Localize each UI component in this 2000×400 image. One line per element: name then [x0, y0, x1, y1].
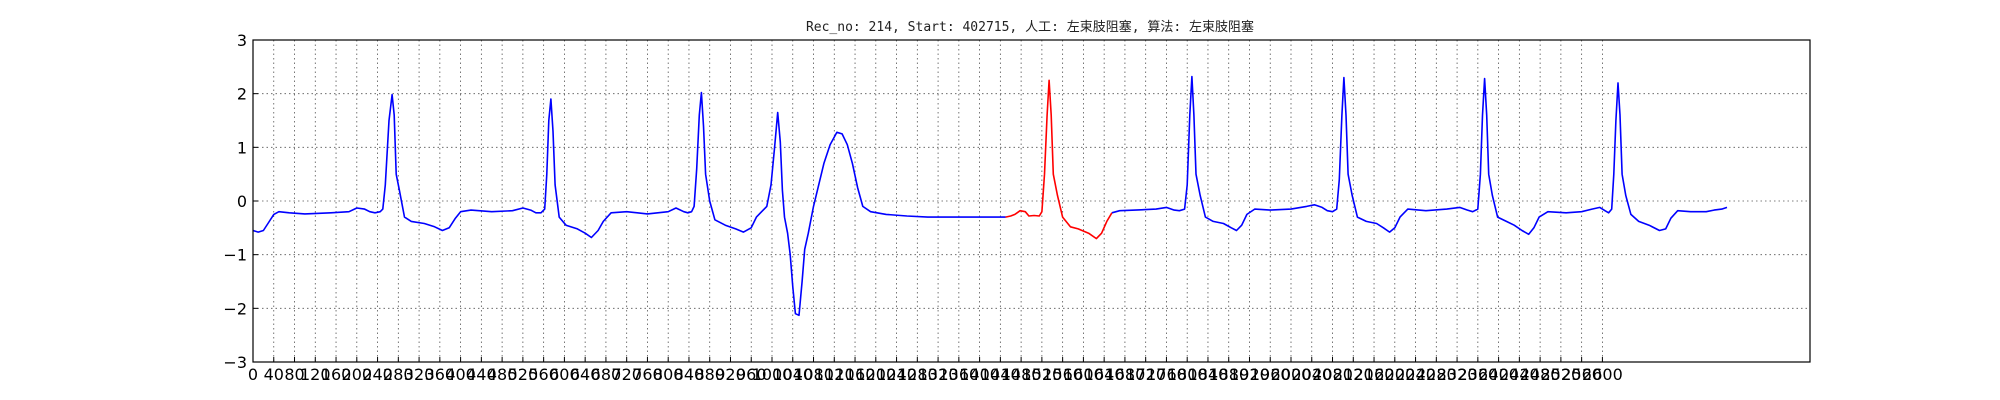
- x-tick-label: 0: [248, 365, 258, 384]
- x-tick-label: 2120: [1333, 365, 1374, 384]
- x-tick-label: 2080: [1312, 365, 1353, 384]
- x-tick-label: 1720: [1125, 365, 1166, 384]
- x-tick-label: 1880: [1208, 365, 1249, 384]
- y-tick-label: 0: [237, 192, 247, 211]
- x-tick-label: 1520: [1022, 365, 1063, 384]
- x-tick-label: 1480: [1001, 365, 1042, 384]
- x-tick-label: 1040: [772, 365, 813, 384]
- x-tick-label: 440: [466, 365, 497, 384]
- x-tick-label: 1080: [793, 365, 834, 384]
- x-tick-label: 1920: [1229, 365, 1270, 384]
- x-tick-label: 2040: [1291, 365, 1332, 384]
- x-tick-label: 720: [611, 365, 642, 384]
- x-tick-label: 1760: [1146, 365, 1187, 384]
- x-tick-label: 1400: [959, 365, 1000, 384]
- x-axis-ticks: 0 40 8012016020024028032036040044048052056…: [248, 357, 1623, 384]
- x-tick-label: 1640: [1084, 365, 1125, 384]
- x-tick-label: 1560: [1042, 365, 1083, 384]
- x-tick-label: 2440: [1499, 365, 1540, 384]
- x-tick-label: 280: [383, 365, 414, 384]
- y-tick-label: 3: [237, 31, 247, 50]
- x-tick-label: 400: [445, 365, 476, 384]
- x-tick-label: 2600: [1582, 365, 1623, 384]
- x-tick-label: 40: [264, 365, 284, 384]
- x-tick-label: 2400: [1478, 365, 1519, 384]
- x-tick-label: 320: [404, 365, 435, 384]
- x-tick-label: 1600: [1063, 365, 1104, 384]
- x-tick-label: 2160: [1354, 365, 1395, 384]
- x-tick-label: 960: [736, 365, 767, 384]
- ecg-series-line: [1005, 79, 1113, 240]
- x-tick-label: 560: [528, 365, 559, 384]
- x-tick-label: 2520: [1541, 365, 1582, 384]
- x-tick-label: 840: [674, 365, 705, 384]
- x-tick-label: 1960: [1250, 365, 1291, 384]
- x-tick-label: 2360: [1457, 365, 1498, 384]
- x-tick-label: 120: [300, 365, 331, 384]
- y-tick-label: −2: [223, 299, 247, 318]
- x-tick-label: 2280: [1416, 365, 1457, 384]
- y-tick-label: −1: [223, 246, 247, 265]
- x-tick-label: 1680: [1105, 365, 1146, 384]
- x-tick-label: 2240: [1395, 365, 1436, 384]
- x-tick-label: 1240: [876, 365, 917, 384]
- x-tick-label: 2000: [1271, 365, 1312, 384]
- x-tick-label: 1440: [980, 365, 1021, 384]
- x-tick-label: 1000: [752, 365, 793, 384]
- ecg-series-line: [252, 91, 1006, 317]
- x-tick-label: 880: [694, 365, 725, 384]
- x-tick-label: 2200: [1374, 365, 1415, 384]
- x-tick-label: 1200: [855, 365, 896, 384]
- ecg-series-line: [1111, 75, 1728, 236]
- x-tick-label: 1120: [814, 365, 855, 384]
- x-tick-label: 80: [284, 365, 304, 384]
- x-tick-label: 600: [549, 365, 580, 384]
- y-axis-ticks: 3 2 1 0 −1 −2 −3: [223, 31, 258, 372]
- x-tick-label: 1320: [918, 365, 959, 384]
- x-tick-label: 2480: [1520, 365, 1561, 384]
- x-tick-label: 760: [632, 365, 663, 384]
- x-tick-label: 1800: [1167, 365, 1208, 384]
- x-tick-label: 1360: [938, 365, 979, 384]
- x-tick-label: 240: [362, 365, 393, 384]
- x-tick-label: 2320: [1437, 365, 1478, 384]
- x-tick-label: 1160: [835, 365, 876, 384]
- x-tick-label: 520: [508, 365, 539, 384]
- y-tick-label: −3: [223, 353, 247, 372]
- x-tick-label: 1280: [897, 365, 938, 384]
- x-tick-label: 680: [591, 365, 622, 384]
- x-tick-label: 360: [425, 365, 456, 384]
- x-tick-label: 200: [342, 365, 373, 384]
- series-layer: [252, 75, 1728, 317]
- x-tick-label: 920: [715, 365, 746, 384]
- y-tick-label: 1: [237, 138, 247, 157]
- x-tick-label: 2560: [1561, 365, 1602, 384]
- grid-layer: [253, 40, 1810, 362]
- x-tick-label: 640: [570, 365, 601, 384]
- chart-title: Rec_no: 214, Start: 402715, 人工: 左束肢阻塞, 算…: [806, 19, 1254, 35]
- y-tick-label: 2: [237, 85, 247, 104]
- x-tick-label: 160: [321, 365, 352, 384]
- x-tick-label: 800: [653, 365, 684, 384]
- x-tick-label: 1840: [1188, 365, 1229, 384]
- x-tick-label: 480: [487, 365, 518, 384]
